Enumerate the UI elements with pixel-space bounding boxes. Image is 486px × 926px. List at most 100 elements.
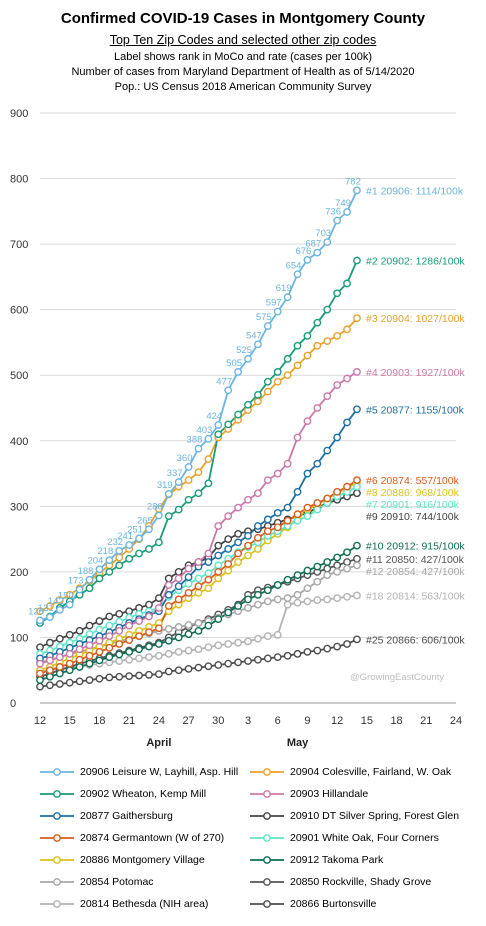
data-point [214, 661, 223, 669]
legend-swatch [40, 856, 74, 864]
data-point [125, 636, 134, 644]
data-label: 736 [325, 207, 341, 218]
data-point [343, 548, 351, 557]
data-point [283, 371, 292, 380]
data-point [234, 503, 242, 512]
legend-swatch [250, 900, 284, 908]
data-label: 286 [147, 502, 163, 513]
x-tick-label: 6 [275, 715, 281, 727]
legend-swatch-marker [263, 856, 271, 864]
x-tick-label: 21 [420, 715, 432, 727]
data-point [343, 418, 351, 427]
data-point [204, 643, 213, 652]
data-point [36, 669, 44, 678]
data-point [174, 567, 183, 576]
legend-swatch-marker [53, 812, 61, 820]
data-point [234, 658, 242, 667]
data-label: 749 [335, 198, 351, 209]
end-label: #8 20886: 968/100k [366, 487, 460, 499]
legend-swatch-marker [263, 790, 271, 798]
legend-swatch-marker [263, 834, 271, 842]
data-point [333, 331, 342, 340]
data-point [115, 547, 124, 555]
data-point [224, 659, 233, 668]
legend-item: 20910 DT Silver Spring, Forest Glen [250, 806, 459, 826]
data-point [65, 600, 74, 609]
data-point [343, 374, 351, 383]
data-point [244, 400, 252, 409]
data-point [254, 545, 262, 553]
data-point [184, 588, 193, 597]
data-point [343, 640, 351, 648]
legend-item: 20874 Germantown (W of 270) [40, 828, 224, 848]
data-point [164, 489, 173, 498]
data-point [303, 512, 312, 521]
data-point [115, 657, 124, 665]
x-tick-label: 12 [331, 715, 343, 727]
data-point [333, 289, 342, 298]
data-point [224, 545, 233, 553]
data-point [46, 666, 54, 675]
data-point [204, 558, 213, 566]
data-point [135, 617, 143, 625]
data-point [224, 512, 233, 521]
data-point [65, 630, 74, 639]
data-point [204, 479, 213, 488]
legend-swatch-marker [263, 812, 271, 820]
line-chart: 0 100 200 300 400 500 600 700 800 900 12 15 18 21 24 27… [10, 108, 465, 749]
data-point [283, 594, 292, 603]
data-point [273, 508, 282, 517]
data-point [283, 516, 292, 525]
legend-label: 20910 DT Silver Spring, Forest Glen [290, 810, 460, 822]
data-point [333, 594, 342, 603]
data-point [224, 386, 233, 395]
data-point [95, 656, 104, 665]
legend-swatch [250, 834, 284, 842]
data-point [254, 600, 262, 609]
data-label: 505 [226, 358, 242, 369]
series-points [36, 186, 361, 691]
data-point [214, 615, 223, 623]
watermark: @GrowingEastCounty [350, 672, 444, 683]
data-point [293, 433, 302, 442]
data-point [313, 341, 322, 350]
data-point [174, 595, 183, 604]
legend-label: 20814 Bethesda (NIH area) [80, 898, 209, 910]
data-point [283, 503, 292, 512]
data-point [154, 511, 163, 520]
data-point [174, 582, 183, 591]
data-point [353, 591, 361, 600]
x-tick-label: 15 [361, 715, 373, 727]
y-tick-label: 200 [10, 567, 28, 579]
data-point [85, 575, 94, 584]
data-label: 654 [286, 260, 302, 271]
data-point [343, 558, 351, 566]
data-point [184, 646, 193, 655]
x-tick-label: 12 [34, 715, 46, 727]
data-point [323, 564, 332, 573]
data-point [214, 430, 223, 439]
data-label: 403 [196, 425, 212, 436]
data-point [95, 565, 104, 574]
data-point [244, 495, 252, 504]
data-point [224, 420, 233, 429]
data-point [244, 657, 252, 665]
data-point [273, 653, 282, 662]
data-point [234, 602, 242, 610]
data-point [273, 581, 282, 589]
data-point [283, 354, 292, 363]
data-point [263, 597, 272, 606]
end-label: #4 20903: 1927/100k [366, 367, 465, 379]
data-point [343, 592, 351, 601]
data-point [333, 642, 342, 651]
data-point [234, 538, 242, 547]
data-point [125, 607, 134, 616]
data-point [115, 672, 124, 681]
data-point [164, 574, 173, 583]
y-tick-label: 300 [10, 501, 28, 513]
data-label: 337 [167, 468, 183, 479]
axes: 0 100 200 300 400 500 600 700 800 900 12 15 18 21 24 27… [10, 108, 462, 749]
data-point [55, 596, 64, 604]
end-label: #3 20904: 1027/100k [366, 313, 465, 325]
data-point [333, 561, 342, 570]
